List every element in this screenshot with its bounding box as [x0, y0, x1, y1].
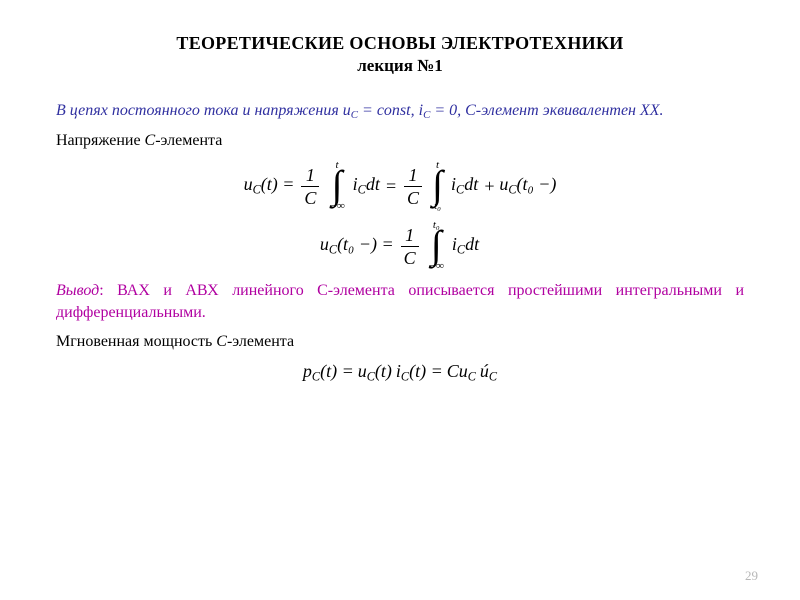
eq-zero: = 0, — [430, 102, 465, 119]
title-line-2: лекция №1 — [56, 55, 744, 76]
integral-t0-t: t ∫ t₀ — [432, 160, 443, 212]
power-label: Мгновенная мощность C-элемента — [56, 331, 744, 353]
iC-symbol: iC — [419, 102, 431, 119]
conclusion-lead: Вывод — [56, 282, 99, 299]
fraction-1-over-C-2: 1 C — [404, 166, 422, 207]
fraction-1-over-C-3: 1 C — [401, 226, 419, 267]
dc-note-suffix: C-элемент эквивалентен ХХ. — [465, 102, 663, 119]
uC-symbol: uC — [343, 102, 358, 119]
equation-pc-t: pC(t) = uC(t) iC(t) = CuC úC — [56, 361, 744, 384]
title-line-1: ТЕОРЕТИЧЕСКИЕ ОСНОВЫ ЭЛЕКТРОТЕХНИКИ — [56, 32, 744, 55]
slide: ТЕОРЕТИЧЕСКИЕ ОСНОВЫ ЭЛЕКТРОТЕХНИКИ лекц… — [0, 0, 800, 600]
dc-note-paragraph: В цепях постоянного тока и напряжения uC… — [56, 100, 744, 123]
slide-title: ТЕОРЕТИЧЕСКИЕ ОСНОВЫ ЭЛЕКТРОТЕХНИКИ лекц… — [56, 32, 744, 76]
page-number: 29 — [745, 568, 758, 584]
equation-uc-t: uC(t) = 1 C t ∫ −∞ iCdt = 1 C t ∫ t₀ — [56, 160, 744, 212]
integral-minf-t0: t₀ ∫ −∞ — [429, 220, 444, 272]
conclusion-rest: : ВАХ и АВХ линейного C-элемента описыва… — [56, 282, 744, 321]
equation-uc-t0minus: uC(t₀ −) = 1 C t₀ ∫ −∞ iCdt — [56, 220, 744, 272]
fraction-1-over-C: 1 C — [301, 166, 319, 207]
eq-const: = const, — [358, 102, 419, 119]
dc-note-prefix: В цепях постоянного тока и напряжения — [56, 102, 343, 119]
conclusion-paragraph: Вывод: ВАХ и АВХ линейного C-элемента оп… — [56, 280, 744, 323]
voltage-label: Напряжение C-элемента — [56, 130, 744, 152]
integral-minf-t: t ∫ −∞ — [329, 160, 344, 212]
